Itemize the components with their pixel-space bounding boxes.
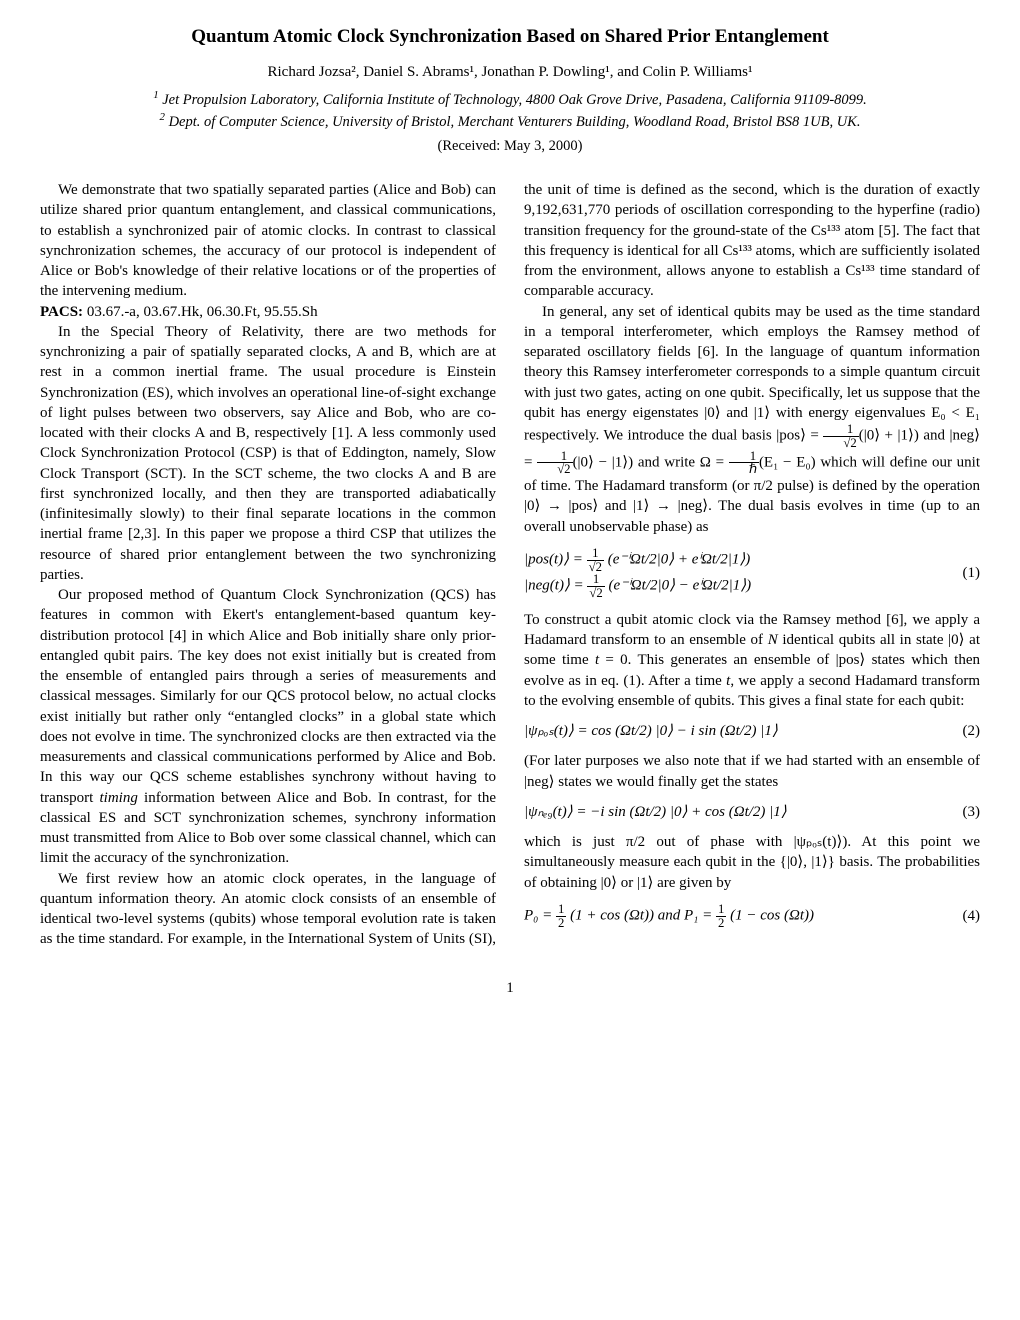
equation-1: |pos(t)⟩ = 1√2 (e⁻ⁱΩt/2|0⟩ + eⁱΩt/2|1⟩) …	[524, 547, 980, 600]
affil2-text: Dept. of Computer Science, University of…	[165, 114, 861, 130]
frac-den: √2	[537, 463, 572, 476]
frac-1-sqrt2-eq1a: 1√2	[587, 547, 604, 574]
paragraph-7: which is just π/2 out of phase with |ψₚₒ…	[524, 832, 980, 893]
eq3-body: |ψₙₑ₉(t)⟩ = −i sin (Ωt/2) |0⟩ + cos (Ωt/…	[524, 802, 787, 822]
frac-1-2-a: 12	[556, 903, 566, 930]
frac-den: √2	[823, 437, 858, 450]
frac-den: 2	[556, 917, 566, 930]
frac-1-sqrt2-eq1b: 1√2	[587, 573, 604, 600]
eq4-b: (1 + cos (Ωt)) and P₁ =	[566, 908, 716, 924]
authors-line: Richard Jozsa², Daniel S. Abrams¹, Jonat…	[40, 62, 980, 82]
equation-2: |ψₚₒₛ(t)⟩ = cos (Ωt/2) |0⟩ − i sin (Ωt/2…	[524, 721, 980, 741]
paragraph-5: To construct a qubit atomic clock via th…	[524, 610, 980, 711]
frac-1-sqrt2-a: 1√2	[823, 423, 858, 450]
frac-1-sqrt2-b: 1√2	[537, 450, 572, 477]
frac-num: 1	[587, 573, 604, 587]
pacs-line: PACS: 03.67.-a, 03.67.Hk, 06.30.Ft, 95.5…	[40, 302, 496, 322]
frac-num: 1	[729, 450, 759, 464]
frac-den: 2	[716, 917, 726, 930]
paper-title: Quantum Atomic Clock Synchronization Bas…	[40, 24, 980, 50]
p2-a: Our proposed method of Quantum Clock Syn…	[40, 587, 496, 806]
p4-a: In general, any set of identical qubits …	[524, 304, 980, 444]
eq4-number: (4)	[963, 906, 981, 926]
frac-1-hbar: 1ℏ	[729, 450, 759, 477]
eq1-number: (1)	[963, 563, 981, 583]
affiliation-1: 1 Jet Propulsion Laboratory, California …	[40, 88, 980, 110]
paper-body: We demonstrate that two spatially separa…	[40, 180, 980, 950]
eq2-body: |ψₚₒₛ(t)⟩ = cos (Ωt/2) |0⟩ − i sin (Ωt/2…	[524, 721, 778, 741]
eq1-l2a: |neg(t)⟩ =	[524, 578, 587, 594]
eq1-l2b: (e⁻ⁱΩt/2|0⟩ − eⁱΩt/2|1⟩)	[605, 578, 751, 594]
frac-num: 1	[716, 903, 726, 917]
affil1-text: Jet Propulsion Laboratory, California In…	[159, 92, 867, 108]
eq2-number: (2)	[963, 721, 981, 741]
eq1-row1: |pos(t)⟩ = 1√2 (e⁻ⁱΩt/2|0⟩ + eⁱΩt/2|1⟩)	[524, 547, 751, 574]
frac-den: √2	[587, 587, 604, 600]
eq1-l1b: (e⁻ⁱΩt/2|0⟩ + eⁱΩt/2|1⟩)	[604, 552, 750, 568]
frac-num: 1	[587, 547, 604, 561]
paragraph-6: (For later purposes we also note that if…	[524, 751, 980, 792]
frac-den: ℏ	[729, 463, 759, 476]
paragraph-4: In general, any set of identical qubits …	[524, 302, 980, 537]
eq1-l1a: |pos(t)⟩ =	[524, 552, 587, 568]
eq4-a: P₀ =	[524, 908, 556, 924]
eq1-body: |pos(t)⟩ = 1√2 (e⁻ⁱΩt/2|0⟩ + eⁱΩt/2|1⟩) …	[524, 547, 751, 600]
equation-3: |ψₙₑ₉(t)⟩ = −i sin (Ωt/2) |0⟩ + cos (Ωt/…	[524, 802, 980, 822]
paragraph-2: Our proposed method of Quantum Clock Syn…	[40, 585, 496, 869]
eq4-c: (1 − cos (Ωt))	[726, 908, 814, 924]
eq3-number: (3)	[963, 802, 981, 822]
equation-4: P₀ = 12 (1 + cos (Ωt)) and P₁ = 12 (1 − …	[524, 903, 980, 930]
frac-1-2-b: 12	[716, 903, 726, 930]
p5-em1: N	[768, 632, 778, 648]
frac-num: 1	[556, 903, 566, 917]
received-date: (Received: May 3, 2000)	[40, 137, 980, 157]
affiliation-2: 2 Dept. of Computer Science, University …	[40, 110, 980, 132]
frac-num: 1	[537, 450, 572, 464]
paragraph-1: In the Special Theory of Relativity, the…	[40, 322, 496, 585]
pacs-codes: 03.67.-a, 03.67.Hk, 06.30.Ft, 95.55.Sh	[83, 304, 318, 320]
p2-em: timing	[100, 790, 138, 806]
pacs-label: PACS:	[40, 304, 83, 320]
abstract: We demonstrate that two spatially separa…	[40, 180, 496, 302]
frac-num: 1	[823, 423, 858, 437]
eq1-row2: |neg(t)⟩ = 1√2 (e⁻ⁱΩt/2|0⟩ − eⁱΩt/2|1⟩)	[524, 573, 751, 600]
page-number: 1	[40, 978, 980, 998]
p4-c: (|0⟩ − |1⟩) and write Ω =	[573, 454, 729, 470]
eq4-body: P₀ = 12 (1 + cos (Ωt)) and P₁ = 12 (1 − …	[524, 903, 814, 930]
